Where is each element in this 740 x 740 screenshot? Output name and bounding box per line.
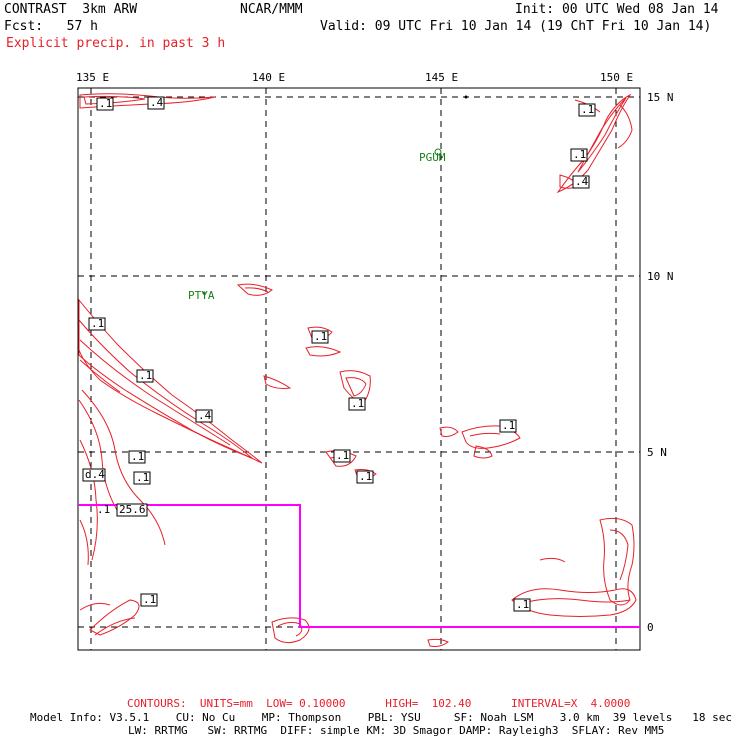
- contour-label: .1: [581, 103, 595, 116]
- contour-label: .1: [99, 97, 113, 110]
- station-marker-pgum: [434, 148, 442, 156]
- contour-label: .1: [336, 449, 350, 462]
- valid-time: Valid: 09 UTC Fri 10 Jan 14 (19 ChT Fri …: [320, 19, 712, 34]
- lat-label-10n: 10 N: [647, 270, 674, 283]
- model-info-line-1: Model Info: V3.5.1 CU: No Cu MP: Thompso…: [30, 711, 732, 724]
- contour-label-boxes: [82, 96, 596, 612]
- contour-label: .1: [131, 450, 145, 463]
- organization-label: NCAR/MMM: [240, 2, 303, 17]
- precip-contours: [78, 93, 637, 647]
- lon-label-140e: 140 E: [252, 71, 286, 84]
- forecast-hour: Fcst: 57 h: [4, 19, 98, 34]
- contour-label: .4: [575, 175, 589, 188]
- contour-label: .1: [143, 593, 157, 606]
- lon-label-150e: 150 E: [600, 71, 634, 84]
- contour-label: .1: [97, 503, 111, 516]
- station-label-ptya: PTYA: [188, 289, 215, 302]
- contours-info: CONTOURS: UNITS=mm LOW= 0.10000 HIGH= 10…: [127, 697, 631, 710]
- map-frame: [77, 87, 641, 651]
- contour-label: .1: [359, 470, 373, 483]
- contour-label: .4: [198, 409, 212, 422]
- contour-label: 25.6: [119, 503, 146, 516]
- station-label-pgum: PGUM: [419, 151, 446, 164]
- init-time: Init: 00 UTC Wed 08 Jan 14: [515, 2, 719, 17]
- lat-label-5n: 5 N: [647, 446, 667, 459]
- nested-domain-box: [78, 504, 640, 628]
- station-marker-ptya: [202, 291, 206, 295]
- field-title: Explicit precip. in past 3 h: [6, 36, 226, 51]
- small-island-marker: [464, 95, 468, 99]
- lat-lon-grid: [78, 88, 640, 650]
- lon-label-145e: 145 E: [425, 71, 459, 84]
- contour-label: .1: [139, 369, 153, 382]
- contour-label: .1: [314, 330, 328, 343]
- model-title: CONTRAST 3km ARW: [4, 2, 138, 17]
- contour-label: .1: [351, 397, 365, 410]
- contour-label: .1: [502, 419, 516, 432]
- contour-label: .4: [150, 96, 164, 109]
- contour-label: .1: [573, 148, 587, 161]
- lat-label-15n: 15 N: [647, 91, 674, 104]
- contour-label: d.4: [85, 468, 105, 481]
- contour-label: .1: [516, 598, 530, 611]
- lat-label-0: 0: [647, 621, 654, 634]
- contour-label: .1: [91, 317, 105, 330]
- contour-label: .1: [136, 471, 150, 484]
- model-info-line-2: LW: RRTMG SW: RRTMG DIFF: simple KM: 3D …: [128, 724, 665, 737]
- lon-label-135e: 135 E: [76, 71, 110, 84]
